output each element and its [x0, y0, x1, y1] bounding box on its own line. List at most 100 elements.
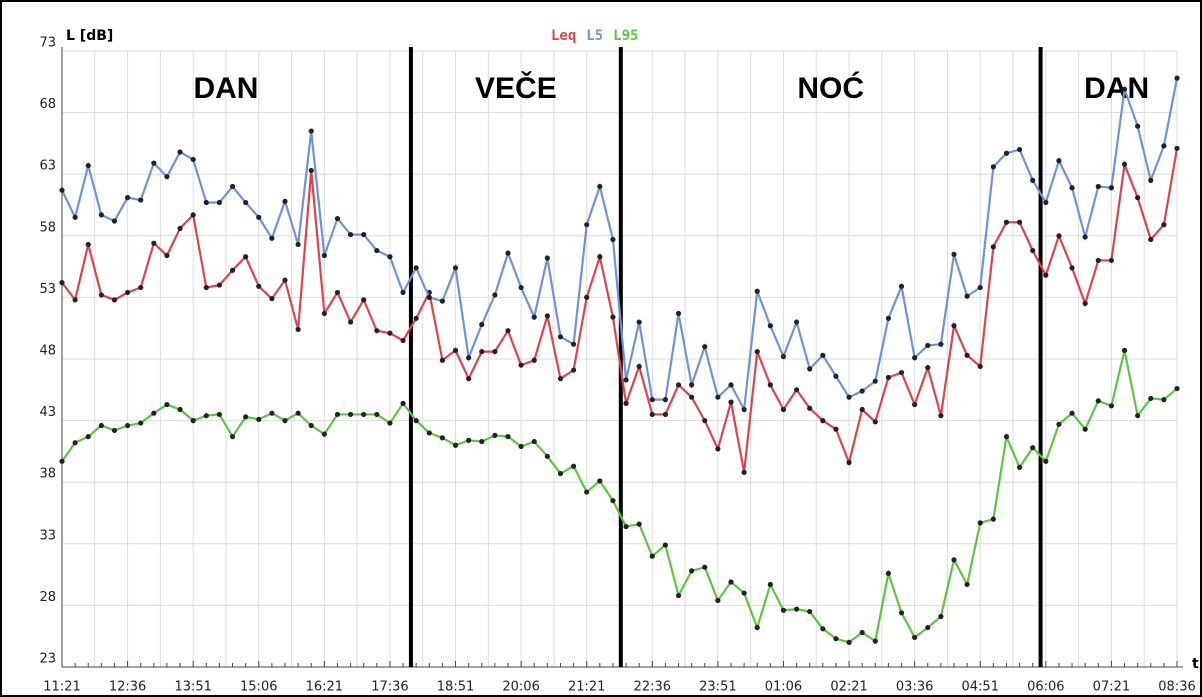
data-point	[361, 297, 367, 303]
data-point	[452, 442, 459, 448]
data-point	[282, 277, 288, 283]
data-point	[793, 387, 800, 393]
data-point	[636, 521, 642, 527]
data-point	[1016, 219, 1023, 225]
x-tick-label: 11:21	[43, 680, 80, 695]
data-point	[400, 400, 406, 406]
data-point	[623, 377, 629, 383]
data-point	[544, 453, 550, 459]
data-point	[531, 357, 537, 363]
y-tick-label: 38	[39, 467, 56, 482]
data-point	[872, 419, 878, 425]
data-point	[1161, 143, 1167, 149]
data-point	[951, 557, 957, 563]
data-point	[872, 378, 878, 384]
data-point	[216, 282, 223, 288]
data-point	[400, 337, 406, 344]
data-point	[584, 489, 590, 495]
data-point	[754, 288, 760, 294]
data-point	[479, 349, 485, 355]
data-point	[702, 564, 708, 570]
data-point	[662, 397, 669, 403]
x-tick-label: 12:36	[109, 680, 146, 695]
data-point	[728, 399, 734, 405]
y-axis-label: L [dB]	[66, 28, 113, 44]
data-point	[1056, 233, 1062, 239]
data-point	[387, 254, 393, 260]
data-point	[479, 321, 485, 328]
data-point	[885, 315, 892, 321]
data-point	[334, 411, 341, 418]
data-point	[912, 634, 918, 641]
data-point	[72, 297, 78, 303]
data-point	[990, 516, 996, 522]
data-point	[544, 313, 550, 319]
data-point	[977, 284, 983, 291]
data-point	[780, 406, 787, 413]
data-point	[243, 199, 249, 206]
data-point	[570, 367, 577, 373]
data-point	[151, 410, 157, 416]
data-point	[190, 156, 196, 163]
data-point	[1174, 75, 1180, 81]
y-tick-label: 68	[39, 97, 56, 112]
data-point	[151, 240, 157, 246]
x-tick-label: 15:06	[240, 680, 277, 695]
data-point	[885, 374, 892, 381]
y-tick-label: 28	[39, 590, 56, 605]
data-point	[295, 326, 301, 333]
data-point	[59, 458, 65, 464]
data-point	[807, 405, 813, 411]
data-point	[807, 366, 813, 372]
data-point	[347, 231, 354, 238]
data-point	[413, 418, 419, 424]
data-point	[492, 292, 498, 298]
data-point	[964, 293, 970, 299]
data-point	[492, 432, 498, 438]
data-point	[243, 414, 249, 420]
data-point	[466, 376, 472, 382]
data-point	[925, 342, 931, 349]
x-tick-label: 02:21	[830, 680, 867, 695]
data-point	[584, 222, 590, 228]
data-point	[374, 247, 380, 254]
data-point	[439, 357, 446, 363]
data-point	[1069, 410, 1075, 416]
data-point	[1135, 195, 1141, 201]
data-point	[282, 198, 288, 204]
data-point	[505, 434, 511, 440]
x-tick-label: 20:06	[502, 680, 539, 695]
data-point	[951, 323, 957, 329]
data-point	[269, 296, 275, 302]
data-point	[1069, 185, 1075, 191]
legend-entry: Leq	[551, 28, 576, 44]
data-point	[124, 289, 131, 296]
data-point	[990, 164, 996, 170]
data-point	[452, 347, 459, 353]
data-point	[98, 212, 104, 218]
data-point	[269, 235, 275, 241]
data-point	[1135, 413, 1141, 419]
data-point	[689, 394, 695, 400]
data-point	[426, 430, 432, 436]
data-point	[570, 463, 577, 469]
data-point	[269, 410, 275, 416]
data-point	[1095, 183, 1101, 190]
data-point	[492, 349, 498, 355]
data-point	[780, 353, 787, 360]
data-point	[164, 252, 170, 259]
data-point	[1161, 222, 1167, 228]
x-tick-label: 04:51	[962, 680, 999, 695]
data-point	[990, 244, 996, 250]
data-point	[85, 434, 91, 440]
data-point	[951, 251, 957, 257]
data-point	[1135, 123, 1141, 129]
data-point	[610, 236, 616, 243]
data-point	[833, 373, 839, 379]
data-point	[833, 636, 839, 642]
data-point	[1095, 257, 1101, 264]
data-point	[439, 298, 446, 304]
x-tick-label: 18:51	[437, 680, 474, 695]
